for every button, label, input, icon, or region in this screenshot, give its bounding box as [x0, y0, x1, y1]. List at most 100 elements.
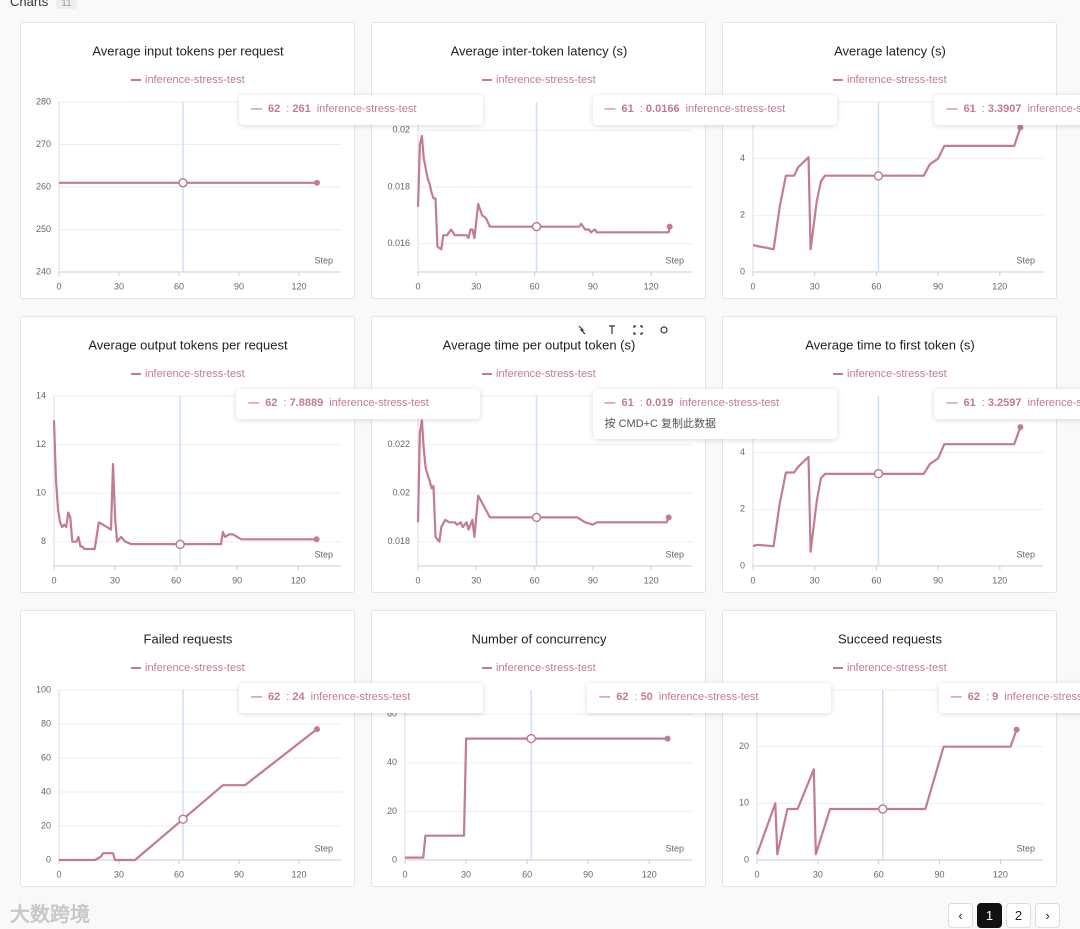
toolbar-icon[interactable] [578, 325, 586, 335]
legend-label: inference-stress-test [145, 662, 245, 674]
data-line [416, 419, 670, 543]
page-button[interactable]: 1 [977, 903, 1002, 928]
tooltip-series: inference-stress-test [316, 103, 417, 115]
y-tick-label: 250 [36, 224, 51, 234]
y-tick-label: 0.022 [387, 439, 410, 449]
tooltip-row: —62: 7.8889 inference-stress-test [248, 397, 429, 409]
y-tick-label: 0 [740, 560, 745, 570]
tooltip-value: 0.019 [645, 397, 674, 409]
toolbar-icon[interactable] [660, 326, 668, 334]
y-tick-label: 4 [740, 153, 745, 163]
y-tick-label: 4 [740, 447, 745, 457]
chart: Average input tokens per request inferenc… [36, 43, 341, 291]
x-tick-label: 90 [588, 575, 598, 585]
tooltip-swatch: — [950, 691, 962, 703]
x-tick-label: 90 [583, 869, 593, 879]
x-tick-label: 0 [754, 869, 759, 879]
y-tick-label: 0 [744, 854, 749, 864]
x-tick-label: 90 [933, 575, 943, 585]
x-axis-label: Step [314, 549, 333, 559]
chart-title: Average time per output token (s) [443, 337, 636, 352]
x-tick-label: 60 [522, 869, 532, 879]
data-line [59, 728, 318, 862]
chart: Failed requests inference-stress-test 0 20 4… [36, 631, 341, 879]
y-tick-label: 0 [392, 854, 397, 864]
tooltip-step: 61 [621, 397, 634, 409]
y-tick-label: 60 [387, 709, 397, 719]
x-tick-label: 120 [993, 869, 1008, 879]
data-line [752, 127, 1022, 251]
x-tick-label: 60 [530, 281, 540, 291]
data-line [755, 729, 1018, 856]
page-button[interactable]: 2 [1006, 903, 1031, 928]
chart-card: Average time to first token (s) inference… [722, 316, 1080, 593]
chart-title: Average output tokens per request [88, 337, 288, 352]
toolbar-icon[interactable] [609, 325, 615, 334]
hover-point [873, 171, 884, 181]
x-tick-label: 60 [871, 575, 881, 585]
y-tick-label: 20 [387, 806, 397, 816]
next-button[interactable]: › [1035, 903, 1060, 928]
tooltip-row: —62: 50 inference-stress-test [599, 691, 759, 703]
end-point [314, 179, 320, 186]
x-tick-label: 0 [750, 575, 755, 585]
tooltip-value: 3.3907 [987, 103, 1022, 115]
tooltip-value: 3.2597 [987, 397, 1022, 409]
x-tick-label: 60 [874, 869, 884, 879]
toolbar-icon[interactable] [633, 325, 643, 335]
tooltip-value: 24 [292, 691, 305, 703]
data-line [405, 737, 668, 859]
tooltip-value: 261 [292, 103, 311, 115]
x-tick-label: 120 [642, 869, 657, 879]
chart-title: Succeed requests [838, 631, 943, 646]
x-axis-label: Step [665, 255, 684, 265]
x-tick-label: 120 [291, 869, 306, 879]
x-tick-label: 120 [644, 281, 659, 291]
tooltip: —62: 7.8889 inference-stress-test [236, 389, 481, 419]
x-tick-label: 30 [810, 575, 820, 585]
y-tick-label: 10 [739, 798, 749, 808]
y-tick-label: 20 [41, 820, 51, 830]
x-tick-label: 0 [415, 281, 420, 291]
x-tick-label: 90 [234, 281, 244, 291]
x-tick-label: 30 [471, 281, 481, 291]
tooltip: —62: 50 inference-stress-test [587, 683, 832, 713]
x-axis-label: Step [314, 843, 333, 853]
pagination: ‹ 1 2 › [948, 903, 1060, 928]
y-tick-label: 100 [36, 684, 51, 694]
x-tick-label: 60 [174, 869, 184, 879]
tooltip-value: 9 [992, 691, 999, 703]
tooltip-step: 61 [621, 103, 634, 115]
tooltip-row: —62: 24 inference-stress-test [251, 691, 411, 703]
tooltip-step: 62 [967, 691, 980, 703]
prev-button[interactable]: ‹ [948, 903, 973, 928]
hover-point [526, 733, 536, 744]
y-tick-label: 0.018 [387, 181, 410, 191]
y-tick-label: 0.018 [387, 536, 410, 546]
end-point [1013, 726, 1020, 733]
legend-label: inference-stress-test [847, 74, 947, 86]
tooltip-series: inference-stress-test [1027, 397, 1080, 409]
legend-label: inference-stress-test [496, 662, 596, 674]
tooltip-series: inference-stress-test [685, 103, 786, 115]
x-tick-label: 30 [114, 869, 124, 879]
y-tick-label: 20 [739, 741, 749, 751]
x-tick-label: 0 [51, 575, 56, 585]
legend-label: inference-stress-test [145, 368, 245, 380]
x-tick-label: 0 [402, 869, 407, 879]
y-tick-label: 12 [36, 439, 46, 449]
chart: Average time to first token (s) inference… [740, 337, 1043, 585]
hover-point [178, 814, 188, 824]
tooltip-step: 61 [963, 103, 976, 115]
chart-card: Succeed requests inference-stress-test 0 10… [722, 610, 1080, 887]
y-tick-label: 8 [41, 536, 46, 546]
x-tick-label: 0 [56, 281, 61, 291]
y-tick-label: 0 [46, 854, 51, 864]
x-tick-label: 60 [871, 281, 881, 291]
tooltip-row: —62: 261 inference-stress-test [251, 103, 417, 115]
